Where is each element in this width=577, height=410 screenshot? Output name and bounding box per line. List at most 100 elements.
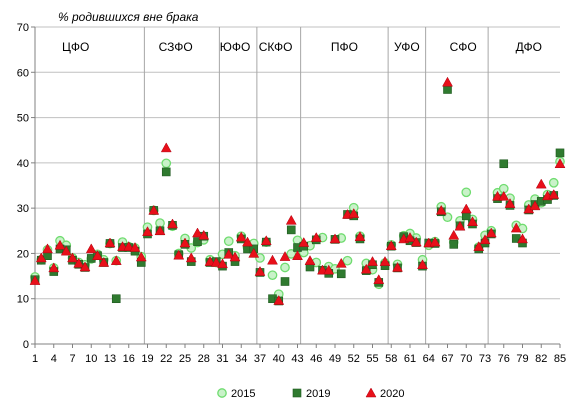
region-label-1: ЦФО xyxy=(62,40,89,54)
x-tick-label-40: 40 xyxy=(273,353,285,365)
x-tick-label-82: 82 xyxy=(535,353,547,365)
point-2020-6 xyxy=(60,245,72,256)
point-2020-27 xyxy=(192,227,203,238)
point-2020-56 xyxy=(373,274,385,284)
point-2020-2 xyxy=(35,252,47,263)
point-2020-16 xyxy=(123,241,135,251)
x-tick-label-34: 34 xyxy=(235,353,247,365)
point-2020-29 xyxy=(204,256,216,266)
region-boundaries xyxy=(143,27,489,344)
point-2020-7 xyxy=(67,252,78,263)
point-2020-18 xyxy=(135,251,147,262)
point-2020-31 xyxy=(217,258,228,269)
x-tick-label-22: 22 xyxy=(160,353,172,365)
point-2020-65 xyxy=(429,236,441,247)
point-2020-38 xyxy=(260,235,272,245)
point-2020-82 xyxy=(535,178,547,189)
x-tick-label-49: 49 xyxy=(329,353,341,365)
point-2020-28 xyxy=(198,229,210,240)
point-2020-22 xyxy=(160,142,172,153)
point-2020-63 xyxy=(417,259,428,269)
point-2015-84 xyxy=(548,177,559,188)
point-2015-70 xyxy=(461,187,472,198)
series-2015 xyxy=(30,156,565,300)
region-label-2: СЗФО xyxy=(159,40,193,54)
point-2020-73 xyxy=(479,234,491,245)
x-tick-label-13: 13 xyxy=(104,353,116,365)
point-2020-84 xyxy=(548,189,560,199)
point-2020-67 xyxy=(442,76,453,87)
region-labels: ЦФО СЗФО ЮФО СКФО ПФО УФО СФО ДФО xyxy=(62,40,542,54)
point-2019-27 xyxy=(193,237,202,246)
point-2020-11 xyxy=(92,250,103,260)
point-2019-67 xyxy=(443,85,452,94)
y-tick-label-20: 20 xyxy=(17,248,29,260)
y-axis-label: % родившихся вне брака xyxy=(58,10,199,24)
point-2020-52 xyxy=(348,208,360,218)
point-2015-51 xyxy=(342,255,353,266)
point-2020-46 xyxy=(310,232,322,242)
point-2019-50 xyxy=(336,269,346,279)
point-2019-22 xyxy=(161,167,171,177)
point-2020-72 xyxy=(473,241,485,251)
point-2020-5 xyxy=(54,239,66,250)
x-tick-label-31: 31 xyxy=(216,353,228,365)
point-2020-10 xyxy=(85,243,97,254)
point-2020-77 xyxy=(504,198,516,208)
x-tick-label-67: 67 xyxy=(441,353,453,365)
point-2020-68 xyxy=(448,229,460,240)
point-2020-25 xyxy=(179,237,191,248)
x-tick-label-43: 43 xyxy=(291,353,303,365)
point-2019-68 xyxy=(449,240,459,249)
y-tick-label-40: 40 xyxy=(17,158,29,170)
x-tick-label-4: 4 xyxy=(51,353,57,365)
point-2020-19 xyxy=(142,226,153,236)
y-tick-label-30: 30 xyxy=(17,203,29,215)
x-tick-label-19: 19 xyxy=(141,353,153,365)
point-2020-1 xyxy=(29,275,41,285)
x-tick-label-73: 73 xyxy=(479,353,491,365)
x-tick-label-61: 61 xyxy=(404,353,416,365)
x-tick-label-1: 1 xyxy=(32,353,38,365)
point-2020-21 xyxy=(154,225,166,236)
y-tick-labels: 0 10 20 30 40 50 60 70 xyxy=(17,22,29,351)
point-2020-78 xyxy=(510,222,522,233)
point-2020-40 xyxy=(273,295,285,305)
point-2020-4 xyxy=(48,262,60,273)
point-2020-76 xyxy=(498,190,510,201)
region-label-5: ПФО xyxy=(331,40,358,54)
x-tick-label-16: 16 xyxy=(123,353,135,365)
series-2020 xyxy=(29,76,566,305)
point-2020-57 xyxy=(379,256,391,266)
x-tick-label-64: 64 xyxy=(423,353,435,365)
point-2020-17 xyxy=(129,242,141,252)
point-2020-41 xyxy=(279,251,291,261)
point-2020-58 xyxy=(385,240,397,250)
point-2020-36 xyxy=(248,247,260,258)
legend-marker-2015 xyxy=(217,388,227,398)
x-tick-label-52: 52 xyxy=(348,353,360,365)
x-tick-label-70: 70 xyxy=(460,353,472,365)
point-2020-23 xyxy=(167,218,178,229)
y-tick-label-0: 0 xyxy=(23,339,29,351)
point-2020-34 xyxy=(235,231,247,242)
point-2020-3 xyxy=(42,243,53,254)
point-2020-8 xyxy=(73,257,85,268)
point-2020-20 xyxy=(148,204,160,215)
point-2020-50 xyxy=(335,257,347,268)
point-2020-33 xyxy=(229,251,241,262)
point-2020-43 xyxy=(292,250,303,260)
region-label-4: СКФО xyxy=(259,40,293,54)
point-2020-30 xyxy=(210,256,222,267)
x-tick-label-85: 85 xyxy=(554,353,566,365)
point-2020-81 xyxy=(529,200,541,211)
point-2020-55 xyxy=(367,256,378,266)
x-tick-label-7: 7 xyxy=(69,353,75,365)
y-tick-label-10: 10 xyxy=(17,294,29,306)
point-2020-48 xyxy=(323,264,335,275)
x-tick-label-28: 28 xyxy=(198,353,210,365)
x-tick-label-10: 10 xyxy=(85,353,97,365)
point-2020-32 xyxy=(223,248,235,259)
point-2020-14 xyxy=(110,255,122,265)
point-2020-42 xyxy=(285,214,297,225)
